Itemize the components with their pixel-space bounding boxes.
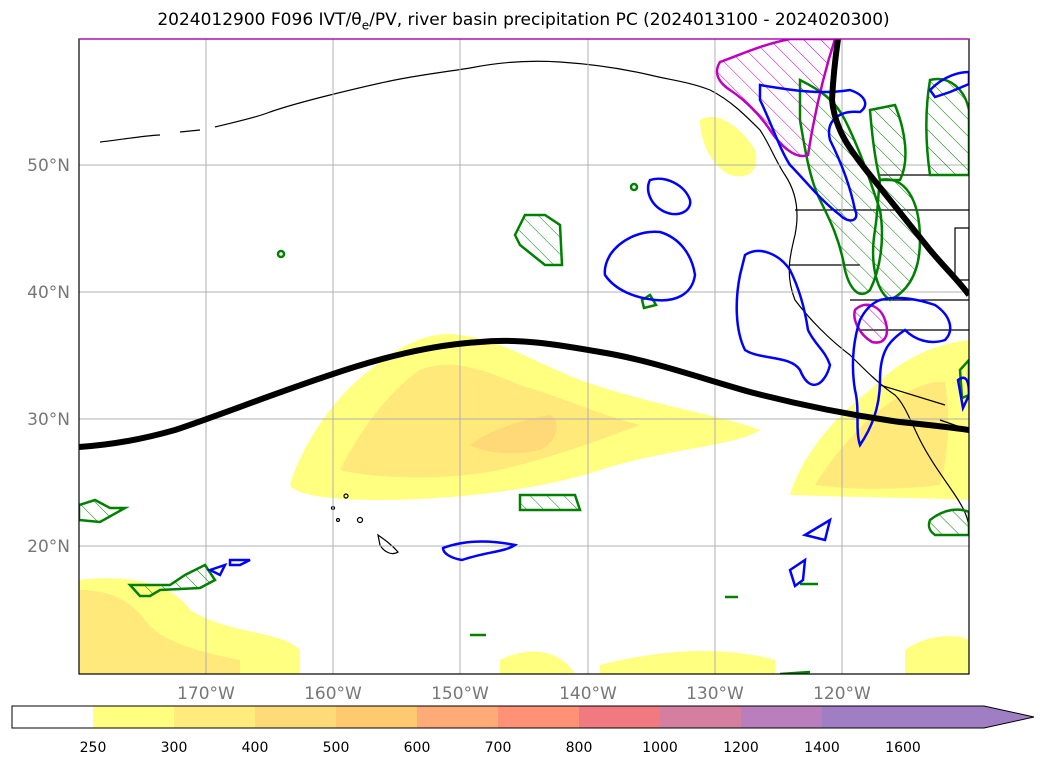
colorbar-swatch-2 [174,706,255,728]
jet-line-north [828,39,969,297]
lon-label-120w: 120°W [813,684,871,704]
colorbar-swatch-9 [741,706,822,728]
lon-label-160w: 160°W [304,684,362,704]
colorbar-label: 1200 [723,740,759,756]
colorbar-swatch-0 [12,706,93,728]
lon-label-140w: 140°W [559,684,617,704]
colorbar-label: 400 [242,740,269,756]
lat-label-50: 50°N [27,156,70,176]
colorbar-label: 600 [404,740,431,756]
colorbar-label: 500 [323,740,350,756]
lon-label-130w: 130°W [686,684,744,704]
colorbar-swatch-3 [255,706,336,728]
colorbar-label: 1600 [885,740,921,756]
theta-contours [79,77,969,598]
title-theta-sub: e [361,18,370,33]
lat-label-30: 30°N [27,410,70,430]
colorbar: 250 300 400 500 600 700 800 1000 1200 14… [11,705,1035,756]
colorbar-swatch-6 [498,706,579,728]
colorbar-label: 1000 [642,740,678,756]
colorbar-label: 800 [566,740,593,756]
colorbar-label: 700 [485,740,512,756]
colorbar-label: 300 [161,740,188,756]
title-theta: θ [351,10,362,30]
jet-line [79,337,969,450]
colorbar-swatch-1 [93,706,174,728]
title-suffix: /PV, river basin precipitation PC (20240… [369,10,890,30]
lat-label-40: 40°N [27,283,70,303]
colorbar-swatch-10 [822,706,903,728]
title-prefix: 2024012900 F096 IVT/ [157,10,352,30]
map-title: 2024012900 F096 IVT/θe/PV, river basin p… [0,10,1047,32]
lon-label-170w: 170°W [177,684,235,704]
lon-label-150w: 150°W [431,684,489,704]
colorbar-label: 1400 [804,740,840,756]
pv-contours [206,70,969,589]
colorbar-extend-arrow [903,706,1034,728]
lat-label-20: 20°N [27,537,70,557]
colorbar-swatch-7 [579,706,660,728]
colorbar-swatch-5 [417,706,498,728]
colorbar-label: 250 [80,740,107,756]
colorbar-swatch-8 [660,706,741,728]
colorbar-swatch-4 [336,706,417,728]
